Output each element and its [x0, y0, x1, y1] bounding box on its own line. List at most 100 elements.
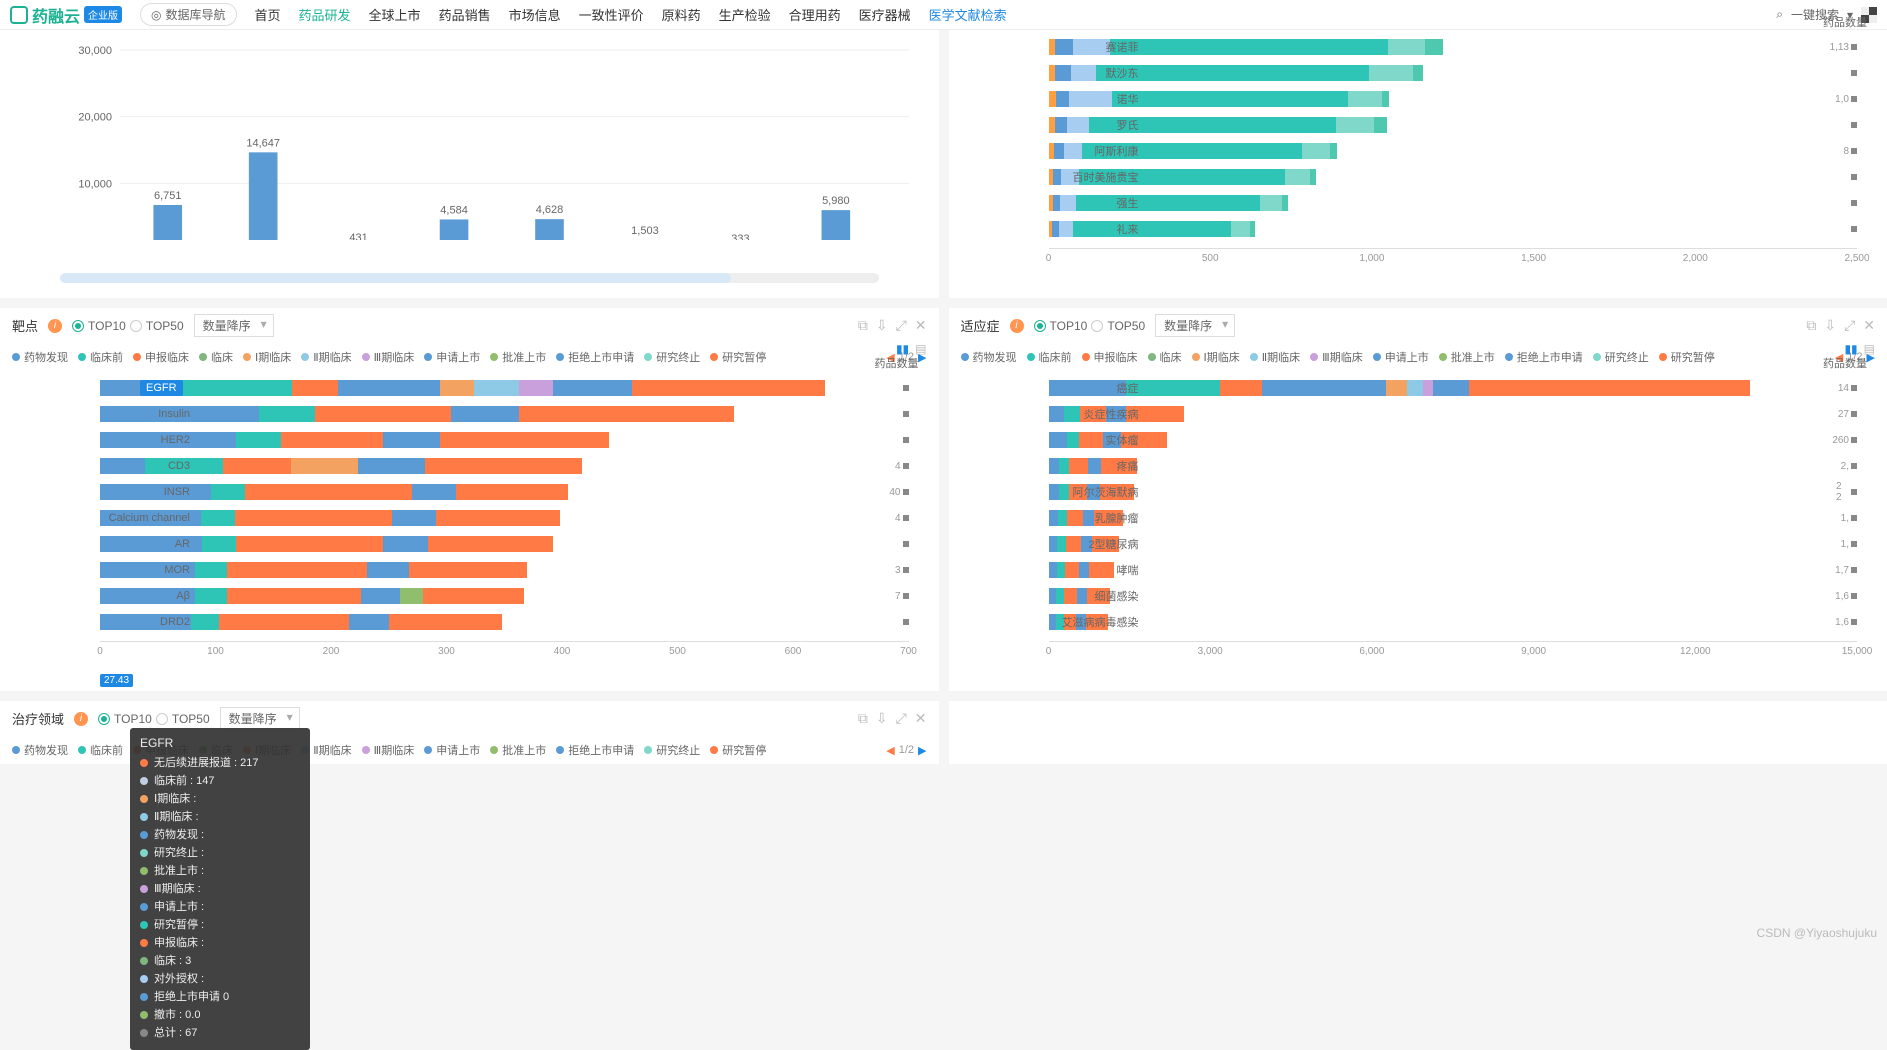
hbar[interactable]: [1049, 143, 1834, 159]
hbar[interactable]: [100, 588, 885, 604]
hbar[interactable]: [1049, 117, 1842, 133]
hbar[interactable]: [100, 380, 893, 396]
hbar[interactable]: [100, 614, 893, 630]
legend-item[interactable]: 研究暂停: [1659, 349, 1715, 365]
top50-radio[interactable]: [156, 713, 168, 725]
hbar[interactable]: [1049, 614, 1826, 630]
legend-item[interactable]: Ⅲ期临床: [362, 349, 415, 365]
top50-radio[interactable]: [1091, 320, 1103, 332]
legend-item[interactable]: 临床前: [1027, 349, 1072, 365]
legend-item[interactable]: 拒绝上市申请: [556, 742, 634, 758]
legend-item[interactable]: 研究终止: [644, 742, 700, 758]
legend-item[interactable]: 研究终止: [1593, 349, 1649, 365]
legend-item[interactable]: Ⅱ期临床: [301, 349, 351, 365]
legend-item[interactable]: 申报临床: [133, 349, 189, 365]
nav-item[interactable]: 生产检验: [719, 5, 771, 24]
legend-item[interactable]: 批准上市: [490, 742, 546, 758]
hbar[interactable]: [100, 406, 893, 422]
hbar[interactable]: [1049, 195, 1842, 211]
legend-item[interactable]: 拒绝上市申请: [1505, 349, 1583, 365]
bar-view-icon[interactable]: ▮▮: [1844, 342, 1857, 356]
search-icon[interactable]: ⌕: [1776, 7, 1783, 22]
chart-type-icon[interactable]: ⧉: [858, 710, 868, 727]
legend-item[interactable]: 临床前: [78, 349, 123, 365]
hbar[interactable]: [1049, 536, 1831, 552]
sort-select[interactable]: 数量降序: [1155, 314, 1235, 337]
hbar[interactable]: [100, 562, 885, 578]
hbar[interactable]: [100, 484, 879, 500]
prev-icon[interactable]: ◀: [886, 744, 894, 757]
legend-item[interactable]: 药物发现: [961, 349, 1017, 365]
legend-item[interactable]: 申请上市: [1373, 349, 1429, 365]
hbar[interactable]: [100, 432, 893, 448]
hbar[interactable]: [100, 458, 885, 474]
download-icon[interactable]: ⇩: [876, 710, 888, 727]
expand-icon[interactable]: ⤢: [896, 710, 907, 727]
hbar[interactable]: [1049, 458, 1831, 474]
nav-item[interactable]: 药品研发: [299, 5, 351, 24]
hbar[interactable]: [1049, 380, 1828, 396]
legend-item[interactable]: 申请上市: [424, 349, 480, 365]
nav-item[interactable]: 医学文献检索: [929, 5, 1007, 24]
top10-radio[interactable]: [98, 713, 110, 725]
nav-item[interactable]: 一致性评价: [579, 5, 644, 24]
hbar[interactable]: [1049, 406, 1828, 422]
legend-item[interactable]: 拒绝上市申请: [556, 349, 634, 365]
info-icon[interactable]: i: [48, 319, 62, 333]
slider-thumb[interactable]: [60, 273, 731, 283]
legend-item[interactable]: 临床前: [78, 742, 123, 758]
hbar[interactable]: [100, 536, 893, 552]
hbar[interactable]: [100, 510, 885, 526]
legend-item[interactable]: Ⅲ期临床: [362, 742, 415, 758]
legend-item[interactable]: Ⅰ期临床: [1192, 349, 1240, 365]
nav-item[interactable]: 原料药: [662, 5, 701, 24]
legend-item[interactable]: 批准上市: [1439, 349, 1495, 365]
legend-item[interactable]: 临床: [199, 349, 233, 365]
logo[interactable]: 药融云 企业版: [10, 3, 122, 27]
info-icon[interactable]: i: [1010, 319, 1024, 333]
nav-item[interactable]: 全球上市: [369, 5, 421, 24]
download-icon[interactable]: ⇩: [876, 317, 888, 334]
legend-item[interactable]: Ⅲ期临床: [1310, 349, 1363, 365]
nav-item[interactable]: 市场信息: [509, 5, 561, 24]
bar-view-icon[interactable]: ▮▮: [896, 342, 909, 356]
close-icon[interactable]: ✕: [915, 317, 927, 334]
close-icon[interactable]: ✕: [1863, 317, 1875, 334]
table-view-icon[interactable]: ▤: [1864, 342, 1875, 356]
top10-radio[interactable]: [72, 320, 84, 332]
hbar[interactable]: [1049, 484, 1826, 500]
close-icon[interactable]: ✕: [915, 710, 927, 727]
legend-item[interactable]: 研究暂停: [710, 742, 766, 758]
sort-select[interactable]: 数量降序: [220, 707, 300, 730]
hbar[interactable]: [1049, 221, 1842, 237]
hbar[interactable]: [1049, 588, 1826, 604]
hbar[interactable]: [1049, 510, 1831, 526]
nav-item[interactable]: 药品销售: [439, 5, 491, 24]
next-icon[interactable]: ▶: [918, 744, 926, 757]
legend-item[interactable]: 药物发现: [12, 742, 68, 758]
legend-item[interactable]: 药物发现: [12, 349, 68, 365]
expand-icon[interactable]: ⤢: [1844, 317, 1855, 334]
legend-item[interactable]: 临床: [1148, 349, 1182, 365]
top10-radio[interactable]: [1034, 320, 1046, 332]
chart-range-slider[interactable]: [60, 273, 879, 283]
download-icon[interactable]: ⇩: [1824, 317, 1836, 334]
db-nav-button[interactable]: ◎ 数据库导航: [140, 3, 237, 26]
hbar[interactable]: [1049, 91, 1826, 107]
nav-item[interactable]: 合理用药: [789, 5, 841, 24]
sort-select[interactable]: 数量降序: [194, 314, 274, 337]
legend-item[interactable]: Ⅱ期临床: [1250, 349, 1300, 365]
hbar[interactable]: [1049, 39, 1820, 55]
hbar[interactable]: [1049, 562, 1826, 578]
legend-item[interactable]: 申报临床: [1082, 349, 1138, 365]
legend-item[interactable]: 研究暂停: [710, 349, 766, 365]
table-view-icon[interactable]: ▤: [915, 342, 926, 356]
hbar[interactable]: [1049, 65, 1842, 81]
expand-icon[interactable]: ⤢: [896, 317, 907, 334]
hbar[interactable]: [1049, 169, 1842, 185]
info-icon[interactable]: i: [74, 712, 88, 726]
legend-item[interactable]: 申请上市: [424, 742, 480, 758]
legend-item[interactable]: 研究终止: [644, 349, 700, 365]
chart-type-icon[interactable]: ⧉: [858, 317, 868, 334]
nav-item[interactable]: 医疗器械: [859, 5, 911, 24]
